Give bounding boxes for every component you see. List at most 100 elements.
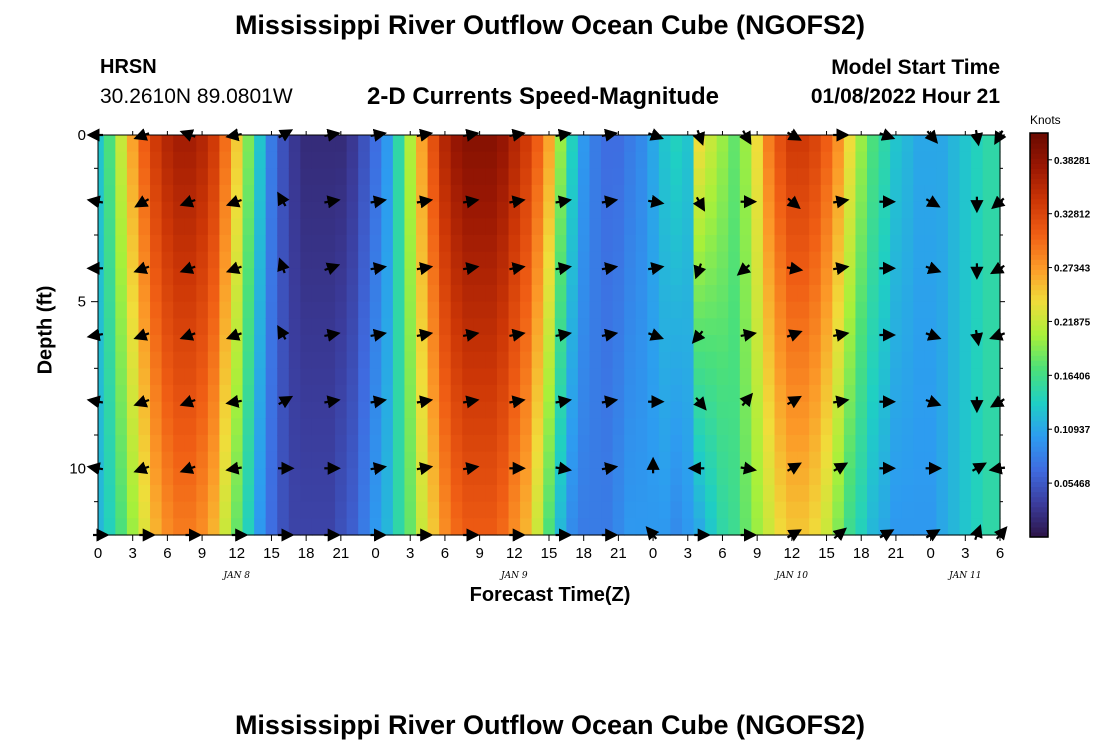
- heatmap-cell: [300, 201, 313, 219]
- heatmap-cell: [832, 301, 845, 319]
- heatmap-cell: [98, 135, 105, 153]
- heatmap-cell: [681, 251, 695, 269]
- heatmap-cell: [207, 201, 221, 219]
- heatmap-cell: [184, 485, 197, 503]
- heatmap-cell: [716, 151, 729, 169]
- heatmap-cell: [392, 518, 406, 536]
- heatmap-cell: [161, 451, 174, 469]
- heatmap-cell: [126, 318, 140, 336]
- heatmap-cell: [184, 418, 197, 436]
- heatmap-cell: [681, 285, 695, 303]
- heatmap-cell: [971, 218, 984, 236]
- heatmap-cell: [439, 351, 452, 369]
- heatmap-cell: [820, 301, 833, 319]
- heatmap-cell: [566, 451, 579, 469]
- heatmap-cell: [797, 351, 810, 369]
- colorbar-segment: [1030, 294, 1048, 301]
- heatmap-cell: [658, 501, 672, 519]
- heatmap-cell: [867, 451, 880, 469]
- heatmap-cell: [404, 135, 417, 153]
- heatmap-cell: [959, 285, 972, 303]
- heatmap-cell: [462, 135, 475, 153]
- heatmap-cell: [369, 335, 382, 353]
- heatmap-cell: [913, 518, 926, 536]
- heatmap-cell: [207, 185, 221, 203]
- heatmap-cell: [867, 401, 880, 419]
- colorbar-segment: [1030, 365, 1048, 371]
- heatmap-cell: [288, 185, 301, 203]
- heatmap-cell: [115, 135, 128, 153]
- heatmap-cell: [416, 218, 429, 236]
- colorbar-segment: [1030, 254, 1048, 260]
- current-vector-arrow: [133, 261, 150, 274]
- heatmap-cell: [589, 518, 602, 536]
- heatmap-cell: [531, 235, 544, 253]
- heatmap-cell: [647, 435, 660, 453]
- heatmap-cell: [242, 135, 255, 153]
- heatmap-cell: [762, 485, 776, 503]
- heatmap-cell: [681, 435, 695, 453]
- heatmap-cell: [681, 235, 695, 253]
- heatmap-cell: [173, 351, 186, 369]
- heatmap-cell: [601, 268, 614, 286]
- heatmap-cell: [612, 401, 625, 419]
- heatmap-cell: [751, 201, 764, 219]
- current-vector-arrow: [648, 194, 665, 208]
- heatmap-cell: [647, 501, 660, 519]
- heatmap-cell: [115, 268, 128, 286]
- heatmap-cell: [647, 135, 660, 153]
- heatmap-cell: [994, 318, 1001, 336]
- heatmap-cell: [207, 518, 221, 536]
- heatmap-cell: [98, 468, 105, 486]
- heatmap-cell: [531, 385, 544, 403]
- heatmap-cell: [577, 468, 591, 486]
- heatmap-cell: [947, 318, 961, 336]
- heatmap-cell: [936, 135, 949, 153]
- current-vector-arrow: [179, 461, 196, 474]
- heatmap-cell: [150, 435, 163, 453]
- heatmap-cell: [416, 318, 429, 336]
- heatmap-cell: [196, 168, 209, 186]
- current-vector-arrow: [739, 392, 754, 408]
- heatmap-cell: [207, 285, 221, 303]
- heatmap-cell: [577, 451, 591, 469]
- heatmap-cell: [913, 501, 926, 519]
- heatmap-cell: [196, 135, 209, 153]
- heatmap-cell: [242, 485, 255, 503]
- heatmap-cell: [612, 151, 625, 169]
- heatmap-cell: [196, 285, 209, 303]
- heatmap-cell: [647, 518, 660, 536]
- heatmap-cell: [705, 501, 718, 519]
- heatmap-cell: [901, 218, 914, 236]
- heatmap-cell: [311, 485, 325, 503]
- current-vector-arrow: [691, 329, 706, 344]
- heatmap-cell: [98, 268, 105, 286]
- heatmap-cell: [658, 135, 672, 153]
- heatmap-cell: [496, 351, 510, 369]
- colorbar-segment: [1030, 269, 1048, 275]
- heatmap-cell: [820, 335, 833, 353]
- current-vector-arrow: [736, 262, 752, 276]
- heatmap-cell: [462, 468, 475, 486]
- heatmap-cell: [913, 185, 926, 203]
- heatmap-cell: [439, 501, 452, 519]
- heatmap-cell: [358, 501, 371, 519]
- heatmap-cell: [543, 485, 556, 503]
- heatmap-cell: [531, 218, 544, 236]
- current-vector-arrow: [370, 328, 387, 342]
- heatmap-cell: [820, 435, 833, 453]
- heatmap-cell: [890, 368, 903, 386]
- heatmap-cell: [520, 418, 533, 436]
- heatmap-cell: [392, 435, 406, 453]
- heatmap-cell: [635, 451, 648, 469]
- heatmap-cell: [462, 168, 475, 186]
- heatmap-cell: [901, 351, 914, 369]
- heatmap-cell: [982, 501, 995, 519]
- heatmap-cell: [496, 501, 510, 519]
- heatmap-cell: [878, 351, 891, 369]
- heatmap-cell: [265, 185, 278, 203]
- heatmap-cell: [809, 485, 822, 503]
- current-vector-arrow: [509, 328, 526, 342]
- heatmap-cell: [404, 201, 417, 219]
- current-vector-arrow: [462, 395, 480, 409]
